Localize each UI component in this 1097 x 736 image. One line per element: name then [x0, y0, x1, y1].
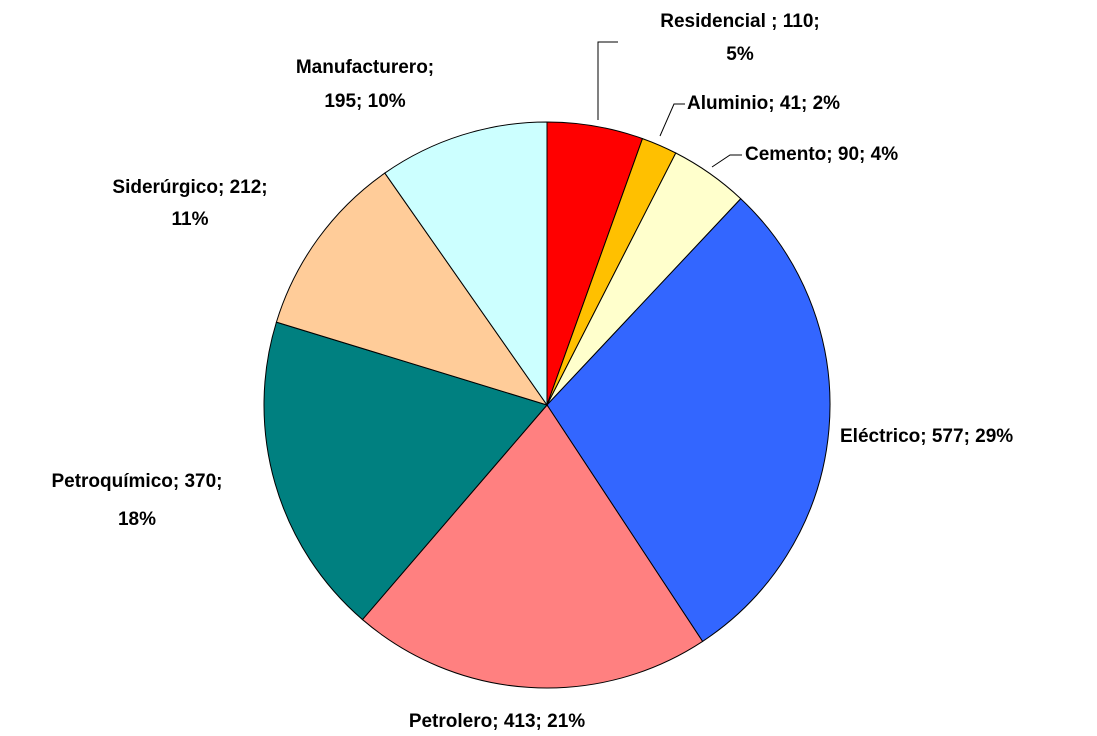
slice-label: 195; 10%: [324, 91, 405, 112]
slice-label: 18%: [118, 509, 156, 530]
leader-line: [711, 154, 742, 168]
slice-label: 11%: [172, 209, 209, 230]
pie-slice: [546, 198, 831, 643]
slice-label: Aluminio; 41; 2%: [687, 93, 840, 114]
slice-label: Residencial ; 110;: [660, 11, 819, 32]
pie-slice: [361, 404, 704, 689]
slice-label: Cemento; 90; 4%: [745, 144, 898, 165]
leader-line: [659, 103, 685, 137]
slice-label: Petroquímico; 370;: [51, 471, 222, 492]
slice-label: 5%: [726, 44, 754, 65]
slice-label: Manufacturero;: [296, 57, 434, 78]
pie-slice: [275, 172, 549, 406]
leader-line: [597, 41, 618, 120]
slice-label: Petrolero; 413; 21%: [409, 711, 585, 732]
pie-slice: [263, 321, 548, 621]
slice-label: Siderúrgico; 212;: [112, 177, 267, 198]
pie-slice: [384, 121, 548, 407]
slice-label: Eléctrico; 577; 29%: [840, 426, 1013, 447]
